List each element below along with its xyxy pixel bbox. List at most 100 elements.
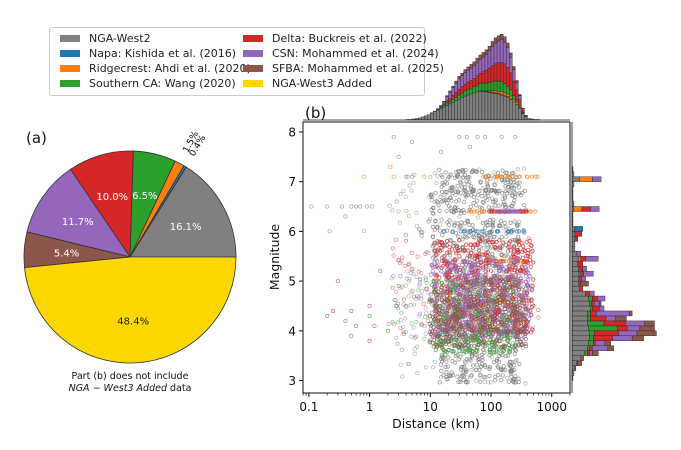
scatter-point — [403, 232, 408, 237]
scatter-point — [506, 335, 511, 340]
right-histogram-bar — [571, 270, 579, 277]
scatter-point — [510, 274, 515, 279]
scatter-point — [463, 368, 468, 374]
top-histogram-bar — [490, 92, 495, 121]
top-histogram-bar — [436, 108, 440, 110]
scatter-point — [517, 299, 523, 304]
scatter-point — [431, 289, 436, 295]
scatter-point — [500, 197, 505, 202]
scatter-point — [467, 307, 472, 312]
pie-note-tail: data — [167, 383, 191, 394]
scatter-point — [491, 271, 496, 276]
scatter-point — [467, 347, 473, 352]
scatter-point — [502, 313, 507, 318]
scatter-point — [522, 260, 527, 265]
scatter-point — [423, 251, 428, 257]
scatter-point — [470, 254, 475, 259]
scatter-point — [409, 271, 414, 276]
scatter-point — [442, 259, 447, 264]
scatter-point — [458, 279, 463, 284]
scatter-point — [423, 306, 428, 311]
scatter-point — [448, 195, 453, 200]
right-histogram-bar — [598, 305, 605, 312]
scatter-point — [469, 324, 475, 329]
right-histogram-bar — [571, 280, 579, 287]
scatter-point — [489, 254, 494, 259]
scatter-point — [483, 320, 488, 325]
scatter-point — [417, 283, 422, 288]
top-histogram-bar — [493, 37, 498, 44]
legend-item: NGA-West3 Added — [243, 76, 372, 90]
scatter-point — [445, 377, 450, 382]
scatter-point — [481, 174, 486, 179]
top-histogram-bar — [439, 108, 443, 121]
scatter-point — [422, 174, 427, 179]
x-axis: 0.1 1 10 100 1000 — [299, 393, 571, 414]
scatter-point — [364, 204, 369, 209]
scatter-point — [505, 174, 510, 179]
scatter-point — [439, 217, 444, 222]
top-histogram-bar — [493, 42, 498, 65]
right-histogram-bar — [595, 340, 606, 346]
scatter-point — [433, 218, 438, 223]
top-histogram-bar — [521, 113, 525, 121]
scatter-point — [500, 168, 505, 173]
scatter-point — [453, 192, 458, 198]
scatter-point — [445, 364, 450, 369]
legend-swatch — [60, 34, 80, 42]
top-histogram-bar — [490, 46, 495, 67]
scatter-point — [461, 351, 466, 356]
scatter-point — [471, 288, 476, 294]
scatter-point — [483, 280, 488, 285]
scatter-point — [448, 267, 454, 272]
right-histogram-bar — [571, 290, 586, 297]
legend-label: Ridgecrest: Ahdi et al. (2020) — [89, 61, 251, 75]
scatter-point — [468, 273, 474, 278]
scatter-point — [404, 276, 409, 281]
top-histogram-bar — [475, 62, 480, 76]
scatter-point — [513, 134, 518, 139]
top-histogram-bar — [518, 94, 522, 96]
right-histogram-bar — [589, 345, 593, 351]
scatter-point — [489, 279, 494, 284]
scatter-point — [523, 336, 528, 342]
scatter-point — [354, 323, 359, 328]
scatter-point — [428, 340, 433, 345]
scatter-point — [529, 243, 534, 249]
scatter-point — [503, 243, 509, 248]
scatter-point — [482, 232, 487, 238]
scatter-point — [478, 317, 484, 322]
scatter-point — [510, 174, 515, 179]
scatter-point — [437, 330, 442, 335]
scatter-point — [469, 334, 474, 340]
scatter-point — [394, 289, 399, 294]
scatter-point — [458, 275, 463, 280]
scatter-point — [439, 354, 445, 360]
scatter-point — [517, 180, 522, 185]
top-histogram-bar — [478, 58, 483, 74]
scatter-point — [417, 281, 423, 286]
scatter-point — [415, 371, 420, 376]
top-histogram-bar — [469, 88, 474, 95]
scatter-point — [429, 191, 434, 196]
top-histogram-bar — [493, 63, 498, 82]
scatter-point — [507, 320, 513, 325]
scatter-point — [490, 283, 495, 288]
scatter-point — [396, 154, 401, 159]
scatter-point — [407, 276, 412, 281]
scatter-point — [411, 325, 416, 330]
scatter-point — [354, 204, 359, 209]
scatter-point — [471, 335, 476, 341]
scatter-point — [496, 269, 501, 274]
scatter-point — [447, 278, 452, 283]
scatter-point — [462, 210, 467, 215]
scatter-point — [472, 209, 477, 214]
scatter-point — [488, 209, 493, 214]
scatter-point — [464, 375, 469, 380]
scatter-point — [525, 323, 530, 328]
scatter-point — [399, 347, 404, 352]
scatter-point — [451, 343, 456, 348]
scatter-point — [521, 312, 526, 317]
scatter-point — [512, 219, 517, 224]
scatter-point — [529, 313, 534, 318]
